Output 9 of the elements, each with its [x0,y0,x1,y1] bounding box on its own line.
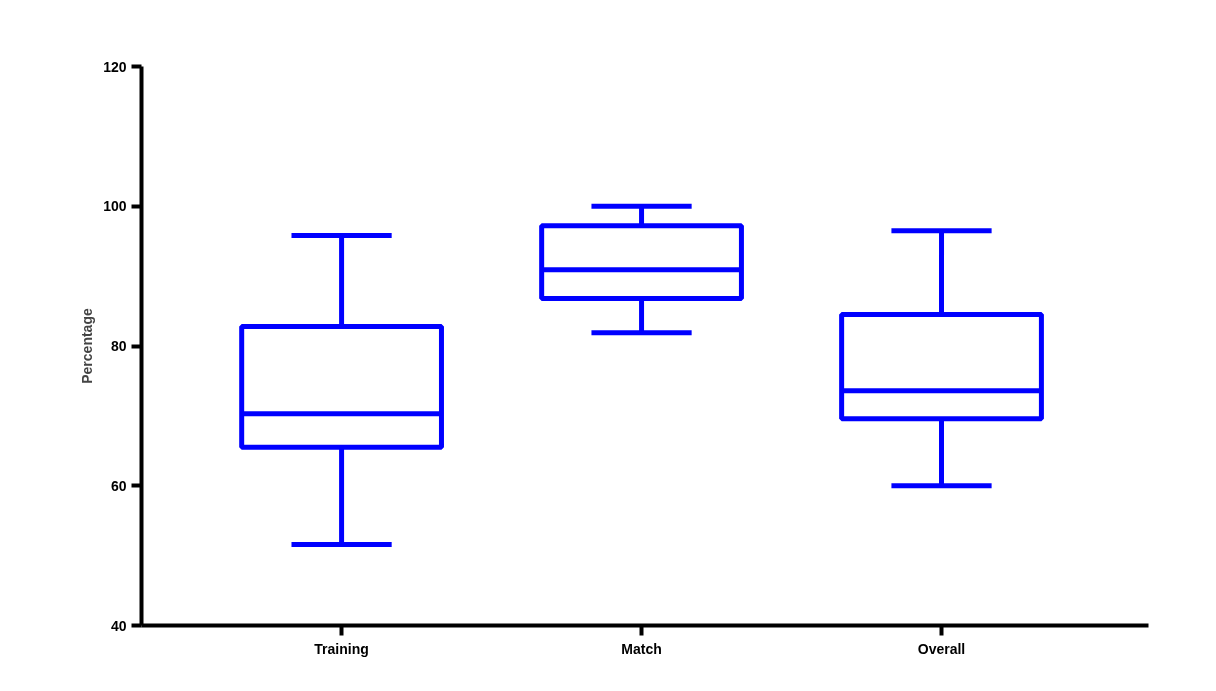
x-tick-label: Match [621,640,662,657]
y-tick-label: 120 [103,58,127,75]
x-tick-label: Training [314,640,369,657]
y-tick-label: 40 [110,617,127,634]
y-tick-label: 100 [103,198,127,215]
x-tick-label: Overall [917,640,966,657]
y-tick-label: 60 [110,477,127,494]
y-axis-title: Percentage [79,308,96,384]
y-tick-label: 80 [110,338,127,354]
